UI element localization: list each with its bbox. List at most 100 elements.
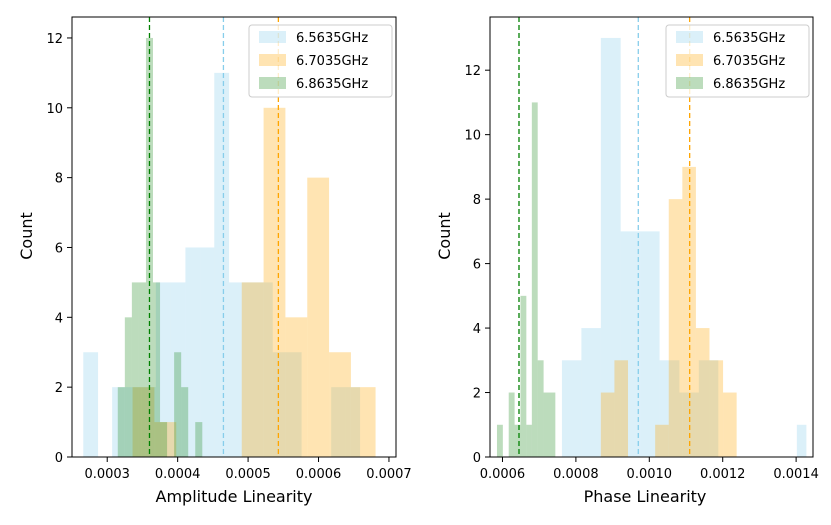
amplitude-y-ticks: 0 2 4 6 8 10 12 [46,32,72,466]
histogram-bar-6-8635ghz [508,392,515,457]
histogram-bar-6-5635ghz [620,231,641,457]
histogram-bar-6-5635ghz [796,424,807,457]
histogram-bar-6-5635ghz [141,387,156,457]
histogram-bar-6-8635ghz [160,422,168,457]
histogram-bar-6-8635ghz [117,387,125,457]
histogram-bar-6-5635ghz [659,360,680,457]
histogram-bar-6-8635ghz [181,387,189,457]
histogram-bar-6-5635ghz [185,247,201,457]
amplitude-bars-group [83,37,376,458]
amplitude-linearity-panel: 0.0003 0.0004 0.0005 0.0006 0.0007 0 2 4 6 8 10 12… [17,16,412,506]
histogram-bar-6-5635ghz [679,392,699,457]
x-tick-label: 0.0010 [627,467,673,482]
phase-axes-frame [489,16,814,458]
x-tick-label: 0.0006 [480,467,526,482]
x-tick-label: 0.0007 [366,467,412,482]
y-tick-label: 8 [473,193,481,208]
y-tick-label: 12 [46,32,63,47]
y-tick-label: 2 [473,387,481,402]
histogram-bar-6-8635ghz [153,282,161,457]
legend-swatch-6-7035ghz [259,54,286,66]
histogram-bar-6-7035ghz [307,177,330,457]
x-tick-label: 0.0005 [225,467,271,482]
phase-y-ticks: 0 2 4 6 8 10 12 [464,64,490,466]
histogram-bar-6-7035ghz [695,328,710,457]
phase-linearity-panel: 0.0006 0.0008 0.0010 0.0012 0.0014 0 2 4 6 8 10 12… [435,16,819,506]
legend-swatch-6-5635ghz [676,31,703,43]
y-tick-label: 2 [55,381,63,396]
histogram-bar-6-8635ghz [145,37,153,457]
histogram-bar-6-8635ghz [514,424,521,457]
histogram-bar-6-5635ghz [287,352,302,457]
legend-label-6-8635ghz: 6.8635GHz [713,77,785,92]
histogram-bar-6-8635ghz [543,392,550,457]
histogram-bar-6-8635ghz [124,317,132,457]
histogram-bar-6-5635ghz [257,282,273,457]
legend-box [665,24,810,98]
x-tick-label: 0.0003 [84,467,130,482]
histogram-bar-6-5635ghz [698,360,719,457]
legend-label-6-7035ghz: 6.7035GHz [296,54,368,69]
histogram-bar-6-5635ghz [561,360,582,457]
histogram-bar-6-5635ghz [200,247,215,457]
histogram-bar-6-8635ghz [549,392,556,457]
histogram-bar-6-7035ghz [350,387,376,457]
x-tick-label: 0.0008 [553,467,599,482]
phase-y-axis-label: Count [435,212,454,260]
histogram-bar-6-8635ghz [520,295,527,457]
histogram-bar-6-5635ghz [229,282,244,457]
histogram-bar-6-5635ghz [345,387,361,457]
histogram-bar-6-5635ghz [331,387,346,457]
legend-swatch-6-5635ghz [259,31,286,43]
histogram-bar-6-8635ghz [138,282,146,457]
histogram-bar-6-5635ghz [170,282,186,457]
histogram-bar-6-5635ghz [83,352,99,457]
histogram-bar-6-7035ghz [723,392,737,457]
histogram-bar-6-7035ghz [600,392,615,457]
histogram-bar-6-7035ghz [263,107,286,457]
histogram-bar-6-5635ghz [214,72,230,458]
y-tick-label: 4 [55,311,63,326]
histogram-bar-6-8635ghz [131,282,139,457]
histogram-bar-6-5635ghz [126,387,142,457]
histogram-bar-6-7035ghz [154,422,177,457]
histogram-bar-6-7035ghz [668,199,683,457]
histogram-bar-6-7035ghz [655,424,669,457]
y-tick-label: 8 [55,172,63,187]
legend-swatch-6-8635ghz [676,77,703,89]
phase-legend: 6.5635GHz 6.7035GHz 6.8635GHz [665,24,810,98]
histogram-bar-6-7035ghz [709,360,724,457]
amplitude-x-axis-label: Amplitude Linearity [156,487,313,506]
y-tick-label: 12 [464,64,481,79]
histogram-bar-6-8635ghz [195,422,203,457]
amplitude-y-axis-label: Count [17,212,36,260]
legend-label-6-8635ghz: 6.8635GHz [296,77,368,92]
legend-label-6-5635ghz: 6.5635GHz [713,31,785,46]
x-tick-label: 0.0012 [700,467,746,482]
histogram-bar-6-8635ghz [537,360,544,457]
amplitude-axes-frame [71,16,397,458]
phase-bars-group [496,37,807,458]
histogram-bar-6-5635ghz [272,352,288,457]
legend-box [248,24,393,98]
histogram-bar-6-8635ghz [531,102,538,458]
y-tick-label: 0 [55,451,63,466]
phase-x-ticks: 0.0006 0.0008 0.0010 0.0012 0.0014 [480,457,819,482]
histogram-bar-6-8635ghz [526,424,532,457]
y-tick-label: 6 [473,258,481,273]
histogram-bar-6-7035ghz [614,360,629,457]
x-tick-label: 0.0014 [773,467,819,482]
x-tick-label: 0.0004 [155,467,201,482]
histogram-bar-6-7035ghz [241,282,264,457]
histogram-bar-6-5635ghz [155,282,171,457]
legend-swatch-6-7035ghz [676,54,703,66]
histogram-bar-6-5635ghz [600,37,621,457]
amplitude-legend: 6.5635GHz 6.7035GHz 6.8635GHz [248,24,393,98]
histogram-bar-6-5635ghz [112,387,127,457]
legend-label-6-7035ghz: 6.7035GHz [713,54,785,69]
histogram-bar-6-5635ghz [640,231,660,457]
histogram-bar-6-8635ghz [496,424,503,457]
legend-label-6-5635ghz: 6.5635GHz [296,31,368,46]
histogram-bar-6-7035ghz [682,166,696,457]
